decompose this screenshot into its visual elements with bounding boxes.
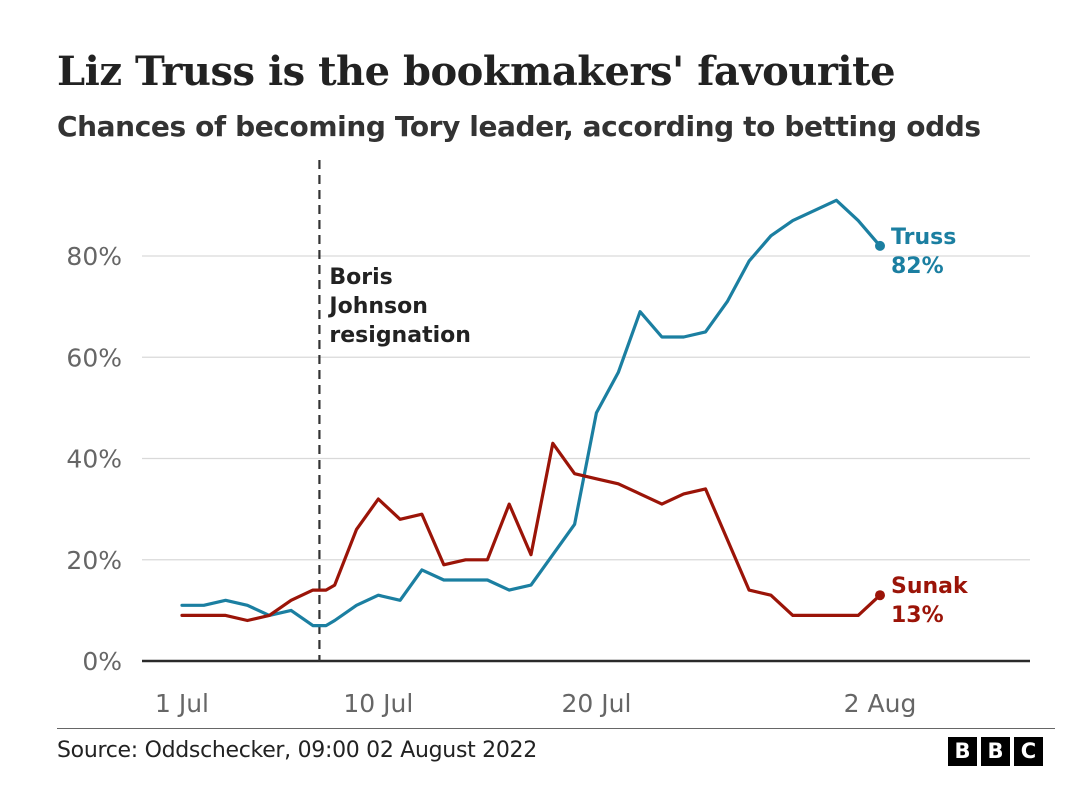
chart-subtitle: Chances of becoming Tory leader, accordi… bbox=[57, 110, 981, 143]
series-end-point-sunak bbox=[875, 590, 885, 601]
chart-title: Liz Truss is the bookmakers' favourite bbox=[57, 48, 896, 95]
line-chart: 0% 20% 40% 60% 80% 1 Jul 10 Jul 20 Jul 2 Aug Bori… bbox=[66, 160, 1030, 718]
logo-letter: B bbox=[981, 737, 1010, 766]
x-tick-label: 20 Jul bbox=[561, 689, 631, 718]
y-tick-label: 60% bbox=[66, 343, 122, 372]
series-line-sunak bbox=[180, 441, 882, 623]
x-tick-label: 10 Jul bbox=[343, 689, 413, 718]
footer-divider bbox=[57, 728, 1055, 729]
y-tick-label: 20% bbox=[66, 546, 122, 575]
series-name-label: Truss bbox=[891, 225, 956, 250]
source-note: Source: Oddschecker, 09:00 02 August 202… bbox=[57, 738, 537, 763]
series-name-label: Sunak bbox=[891, 574, 969, 599]
annotation-label: Boris bbox=[329, 265, 392, 290]
series-line-truss bbox=[180, 198, 882, 628]
x-tick-label: 2 Aug bbox=[844, 689, 917, 718]
annotation-label: resignation bbox=[329, 323, 471, 348]
y-tick-label: 0% bbox=[82, 647, 122, 676]
y-tick-label: 80% bbox=[66, 242, 122, 271]
y-tick-label: 40% bbox=[66, 445, 122, 474]
series-end-point-truss bbox=[875, 240, 885, 251]
annotation-label: Johnson bbox=[327, 294, 428, 319]
x-tick-label: 1 Jul bbox=[155, 689, 209, 718]
logo-letter: B bbox=[948, 737, 977, 766]
series-value-label: 13% bbox=[891, 603, 944, 628]
series-value-label: 82% bbox=[891, 254, 944, 279]
bbc-logo: B B C bbox=[948, 737, 1043, 766]
logo-letter: C bbox=[1014, 737, 1043, 766]
